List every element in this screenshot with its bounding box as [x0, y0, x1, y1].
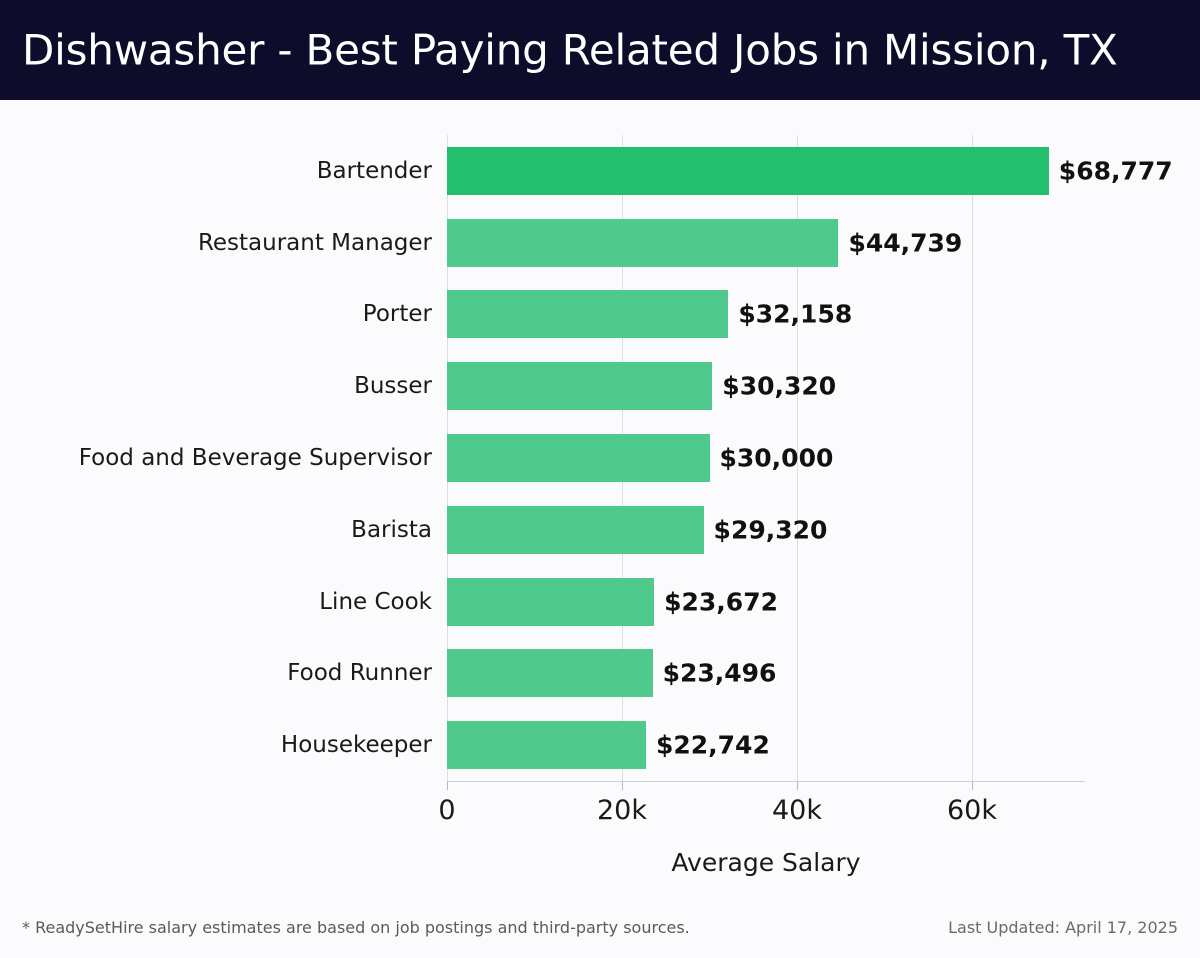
- footer: * ReadySetHire salary estimates are base…: [0, 900, 1200, 958]
- bar-row[interactable]: $68,777: [447, 146, 1173, 195]
- x-tick-label: 40k: [772, 795, 822, 826]
- footer-disclaimer: * ReadySetHire salary estimates are base…: [22, 918, 690, 937]
- tick-mark: [797, 781, 798, 790]
- x-tick-label: 20k: [597, 795, 647, 826]
- bar-row[interactable]: $44,739: [447, 218, 1085, 267]
- bar[interactable]: [447, 649, 653, 698]
- bar[interactable]: [447, 146, 1049, 195]
- category-label: Restaurant Manager: [197, 229, 432, 256]
- tick-mark: [447, 781, 448, 790]
- category-label: Bartender: [316, 157, 432, 184]
- gridline: [797, 135, 798, 781]
- category-label: Line Cook: [319, 588, 432, 615]
- bar-value-label: $30,320: [722, 371, 837, 401]
- chart-area: $68,777 $44,739 $32,158 $30,320 $30,000 $29,3…: [0, 100, 1200, 895]
- bar-value-label: $23,672: [664, 587, 778, 617]
- gridline: [972, 135, 973, 781]
- category-label: Busser: [354, 373, 432, 400]
- bar[interactable]: [447, 577, 655, 626]
- category-label: Food Runner: [287, 660, 432, 687]
- x-axis-title: Average Salary: [671, 848, 861, 877]
- category-label: Barista: [351, 516, 432, 543]
- category-label: Porter: [362, 301, 432, 328]
- bar-value-label: $44,739: [848, 228, 963, 258]
- x-tick-label: 0: [438, 795, 456, 826]
- footer-last-updated: Last Updated: April 17, 2025: [948, 918, 1178, 937]
- bar-row[interactable]: $32,158: [447, 290, 1085, 339]
- header-band: Dishwasher - Best Paying Related Jobs in…: [0, 0, 1200, 100]
- bar[interactable]: [447, 505, 704, 554]
- category-label: Housekeeper: [280, 732, 432, 759]
- bar-row[interactable]: $30,000: [447, 434, 1085, 482]
- bar-value-label: $68,777: [1058, 156, 1173, 186]
- bar-value-label: $22,742: [655, 730, 770, 760]
- bar-value-label: $23,496: [662, 658, 777, 688]
- bar-row[interactable]: $29,320: [447, 505, 1085, 554]
- bar[interactable]: [447, 362, 713, 411]
- bar[interactable]: [447, 290, 729, 339]
- bar-row[interactable]: $22,742: [447, 721, 1085, 770]
- bar-value-label: $29,320: [713, 515, 828, 545]
- bar[interactable]: [447, 721, 646, 770]
- tick-mark: [972, 781, 973, 790]
- category-label: Food and Beverage Supervisor: [78, 445, 432, 471]
- x-tick-label: 60k: [947, 795, 997, 826]
- bar-row[interactable]: $30,320: [447, 362, 1085, 411]
- tick-mark: [622, 781, 623, 790]
- bar[interactable]: [447, 218, 839, 267]
- page-title: Dishwasher - Best Paying Related Jobs in…: [22, 25, 1118, 75]
- bar[interactable]: [447, 434, 710, 482]
- x-axis-line: [447, 781, 1085, 782]
- bar-value-label: $30,000: [719, 443, 834, 473]
- bar-value-label: $32,158: [738, 299, 853, 329]
- bar-row[interactable]: $23,496: [447, 649, 1085, 698]
- bar-row[interactable]: $23,672: [447, 577, 1085, 626]
